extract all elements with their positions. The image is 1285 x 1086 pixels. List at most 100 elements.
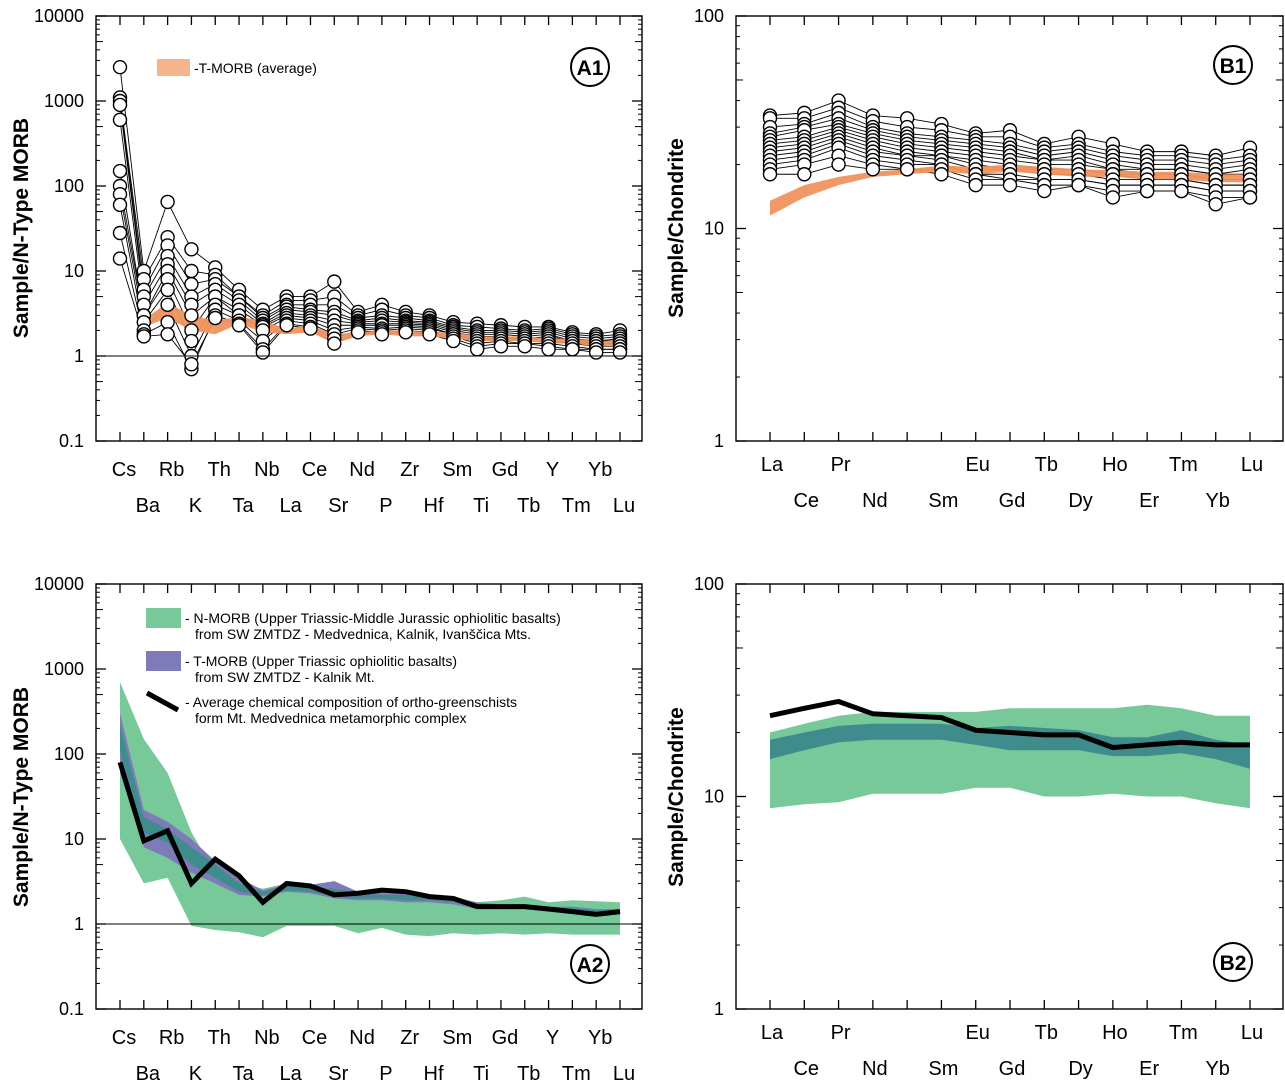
x-tick-label: Nb xyxy=(254,1027,280,1049)
sample-point-y xyxy=(541,342,556,357)
x-tick-label: Ba xyxy=(136,495,161,517)
y-tick-label: 1 xyxy=(714,999,724,1019)
x-tick-label: Pr xyxy=(831,1022,851,1044)
sample-point-rb xyxy=(160,327,175,342)
sample-point-gd xyxy=(493,339,509,354)
average-line xyxy=(769,698,1250,751)
plot-frame: 0.1 1 10 100 1000 10000 Sample/N-Type MORB Cs Rb… xyxy=(10,6,643,517)
x-tick-label: Sr xyxy=(328,495,348,517)
sample-point-k xyxy=(184,242,199,257)
sample-line xyxy=(119,97,621,337)
sample-point-rb xyxy=(160,297,175,313)
sample-point-tb xyxy=(517,339,532,354)
sample-point-p xyxy=(374,327,390,342)
y-tick-label: 0.1 xyxy=(59,999,84,1019)
x-tick-label: Ce xyxy=(302,459,328,481)
sample-point-ti xyxy=(469,342,485,357)
x-tick-label: Eu xyxy=(965,454,989,476)
plot-frame: 1 10 100 Sample/Chondrite La Pr Eu Tb Ho Tm Lu Ce Nd… xyxy=(665,574,1284,1080)
y-tick-label: 10 xyxy=(704,787,724,807)
legend-swatch xyxy=(146,608,181,628)
y-tick-label: 1 xyxy=(74,346,84,366)
x-tick-label: Ta xyxy=(232,1063,254,1085)
x-tick-label: Y xyxy=(546,459,559,481)
x-tick-label: Ta xyxy=(232,495,254,517)
plot-border xyxy=(95,583,643,1010)
sample-line xyxy=(119,204,620,358)
sample-point-rb xyxy=(160,282,175,298)
x-tick-label: Cs xyxy=(112,1027,136,1049)
envelope-n-morb xyxy=(770,704,1250,809)
sample-point-sr xyxy=(327,336,342,351)
x-tick-label: Nd xyxy=(862,1058,888,1080)
x-tick-label: Rb xyxy=(159,459,185,481)
x-tick-label: Gd xyxy=(999,490,1026,512)
panel-badge-circle xyxy=(570,47,610,87)
sample-point-dy xyxy=(1071,177,1086,193)
sample-point-k xyxy=(184,263,199,279)
x-tick-label: Dy xyxy=(1068,490,1092,512)
sample-point-k xyxy=(184,357,199,372)
x-tick-label: Nd xyxy=(862,490,888,512)
y-tick-label: 0.1 xyxy=(59,431,84,451)
envelope-n-morb-inner xyxy=(770,723,1250,769)
y-axis-title: Sample/N-Type MORB xyxy=(10,118,33,338)
legend-label: from SW ZMTDZ - Medvednica, Kalnik, Ivan… xyxy=(195,626,531,642)
sample-point-zr xyxy=(398,325,413,340)
panel-badge-label: B1 xyxy=(1220,55,1247,78)
x-tick-label: La xyxy=(280,1063,303,1085)
y-tick-label: 1000 xyxy=(44,659,84,679)
sample-point-ta xyxy=(231,318,247,333)
y-tick-label: 100 xyxy=(54,176,84,196)
chart-a1: 0.1 1 10 100 1000 10000 Sample/N-Type MORB Cs Rb… xyxy=(10,6,643,517)
sample-point-la xyxy=(279,318,294,333)
y-tick-label: 100 xyxy=(694,6,724,26)
x-tick-label: Tm xyxy=(562,1063,591,1085)
sample-point-th xyxy=(208,310,223,326)
x-tick-label: Ce xyxy=(793,1058,819,1080)
sample-point-cs xyxy=(112,97,128,113)
sample-point-lu xyxy=(612,345,628,360)
sample-point-rb xyxy=(160,194,175,210)
x-tick-label: Ho xyxy=(1102,1022,1128,1044)
legend-label: - Average chemical composition of ortho-… xyxy=(185,694,517,710)
sample-point-er xyxy=(1139,183,1155,199)
y-tick-label: 100 xyxy=(694,574,724,594)
x-tick-label: Gd xyxy=(492,459,519,481)
sample-point-k xyxy=(184,308,199,323)
legend-swatch-line xyxy=(145,690,180,713)
sample-point-hf xyxy=(422,327,437,342)
sample-point-ho xyxy=(1105,190,1121,205)
x-tick-label: Gd xyxy=(492,1027,519,1049)
sample-point-la xyxy=(762,167,778,182)
x-tick-label: Lu xyxy=(1241,1022,1263,1044)
sample-point-tb xyxy=(1037,183,1052,199)
x-tick-label: Er xyxy=(1139,1058,1159,1080)
y-axis-title: Sample/Chondrite xyxy=(665,707,688,887)
x-tick-label: Ho xyxy=(1102,454,1128,476)
y-axis-title: Sample/N-Type MORB xyxy=(10,687,33,907)
sample-line xyxy=(119,67,621,335)
x-tick-label: K xyxy=(189,495,203,517)
x-tick-label: Tm xyxy=(1169,454,1198,476)
sample-point-k xyxy=(184,333,199,349)
x-tick-label: Sm xyxy=(442,1027,472,1049)
sample-point-sr xyxy=(327,274,342,289)
sample-line xyxy=(119,104,621,342)
x-tick-label: Ti xyxy=(473,495,489,517)
sample-point-ba xyxy=(136,329,152,344)
legend-swatch xyxy=(157,59,190,76)
x-tick-label: Dy xyxy=(1068,1058,1092,1080)
x-tick-label: Rb xyxy=(159,1027,185,1049)
x-tick-label: Tb xyxy=(517,1063,540,1085)
x-tick-label: Tb xyxy=(1035,1022,1058,1044)
panel-badge-label: B2 xyxy=(1220,952,1247,975)
sample-point-cs xyxy=(112,163,128,179)
sample-point-yb xyxy=(588,345,604,360)
x-tick-label: Yb xyxy=(588,1027,612,1049)
x-tick-label: Ti xyxy=(473,1063,489,1085)
x-tick-label: Th xyxy=(208,1027,231,1049)
chart-b1: 1 10 100 Sample/Chondrite La Pr Eu Tb Ho Tm Lu Ce Nd… xyxy=(665,6,1284,512)
x-tick-label: Tb xyxy=(517,495,540,517)
x-tick-label: P xyxy=(379,1063,392,1085)
